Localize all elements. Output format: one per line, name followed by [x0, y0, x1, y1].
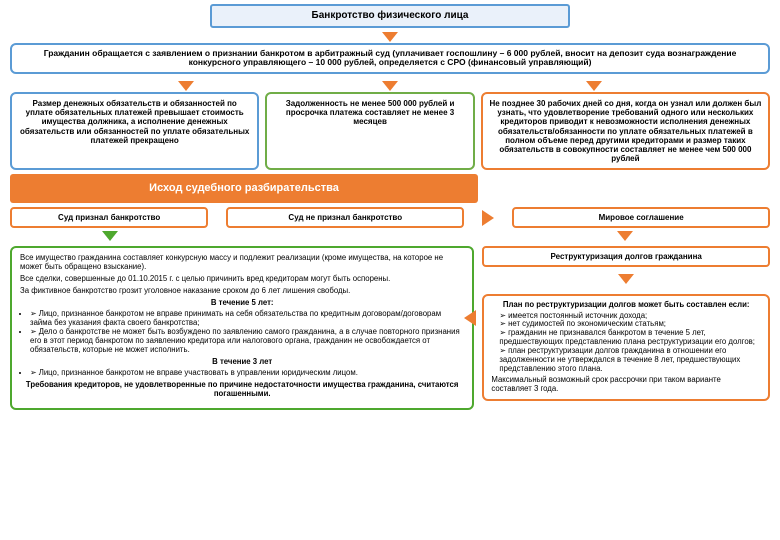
list-item: ➢ Лицо, признанное банкротом не вправе у… — [30, 369, 464, 378]
arrow-right-icon — [482, 210, 494, 226]
lead-text: План по реструктуризации долгов может бы… — [491, 301, 761, 310]
list-item: гражданин не признавался банкротом в теч… — [499, 329, 761, 347]
arrow-down-icon — [618, 274, 634, 284]
arrow-down-icon — [102, 231, 118, 241]
arrow-down-icon — [586, 81, 602, 91]
text: Дело о банкротстве не может быть возбужд… — [30, 327, 460, 354]
arrow-down-icon — [382, 32, 398, 42]
arrow-down-icon — [178, 81, 194, 91]
arrow-down-icon — [617, 231, 633, 241]
text: Все имущество гражданина составляет конк… — [20, 254, 464, 272]
text: За фиктивное банкротство грозит уголовно… — [20, 287, 464, 296]
footer-text: Требования кредиторов, не удовлетворенны… — [20, 381, 464, 399]
list-item: ➢ Дело о банкротстве не может быть возбу… — [30, 328, 464, 355]
text: Лицо, признанное банкротом не вправе при… — [30, 309, 441, 327]
orange-bar: Исход судебного разбирательства — [10, 174, 478, 203]
restructuring-box: План по реструктуризации долгов может бы… — [482, 294, 770, 402]
subhead-3yr: В течение 3 лет — [20, 358, 464, 367]
text: Лицо, признанное банкротом не вправе уча… — [39, 368, 358, 377]
page-title: Банкротство физического лица — [210, 4, 570, 28]
tail-text: Максимальный возможный срок рассрочки пр… — [491, 376, 761, 394]
restructuring-title: Реструктуризация долгов гражданина — [482, 246, 770, 267]
list-item: план реструктуризации долгов гражданина … — [499, 347, 761, 374]
subhead-5yr: В течение 5 лет: — [20, 299, 464, 308]
condition-green: Задолженность не менее 500 000 рублей и … — [265, 92, 474, 170]
intro-box: Гражданин обращается с заявлением о приз… — [10, 43, 770, 75]
list-item: ➢ Лицо, признанное банкротом не вправе п… — [30, 310, 464, 328]
conditions-row: Размер денежных обязательств и обязаннос… — [10, 92, 770, 170]
arrow-down-icon — [382, 81, 398, 91]
bottom-row: Все имущество гражданина составляет конк… — [10, 246, 770, 409]
condition-blue: Размер денежных обязательств и обязаннос… — [10, 92, 259, 170]
outcomes-row: Суд признал банкротство Суд не признал б… — [10, 207, 770, 228]
restructuring-column: Реструктуризация долгов гражданина План … — [482, 246, 770, 409]
consequences-box: Все имущество гражданина составляет конк… — [10, 246, 474, 409]
arrow-left-icon — [464, 310, 476, 326]
outcome-not-bankrupt: Суд не признал банкротство — [226, 207, 464, 228]
outcome-settlement: Мировое соглашение — [512, 207, 770, 228]
text: Все сделки, совершенные до 01.10.2015 г.… — [20, 275, 464, 284]
condition-orange: Не позднее 30 рабочих дней со дня, когда… — [481, 92, 770, 170]
outcome-bankrupt: Суд признал банкротство — [10, 207, 208, 228]
